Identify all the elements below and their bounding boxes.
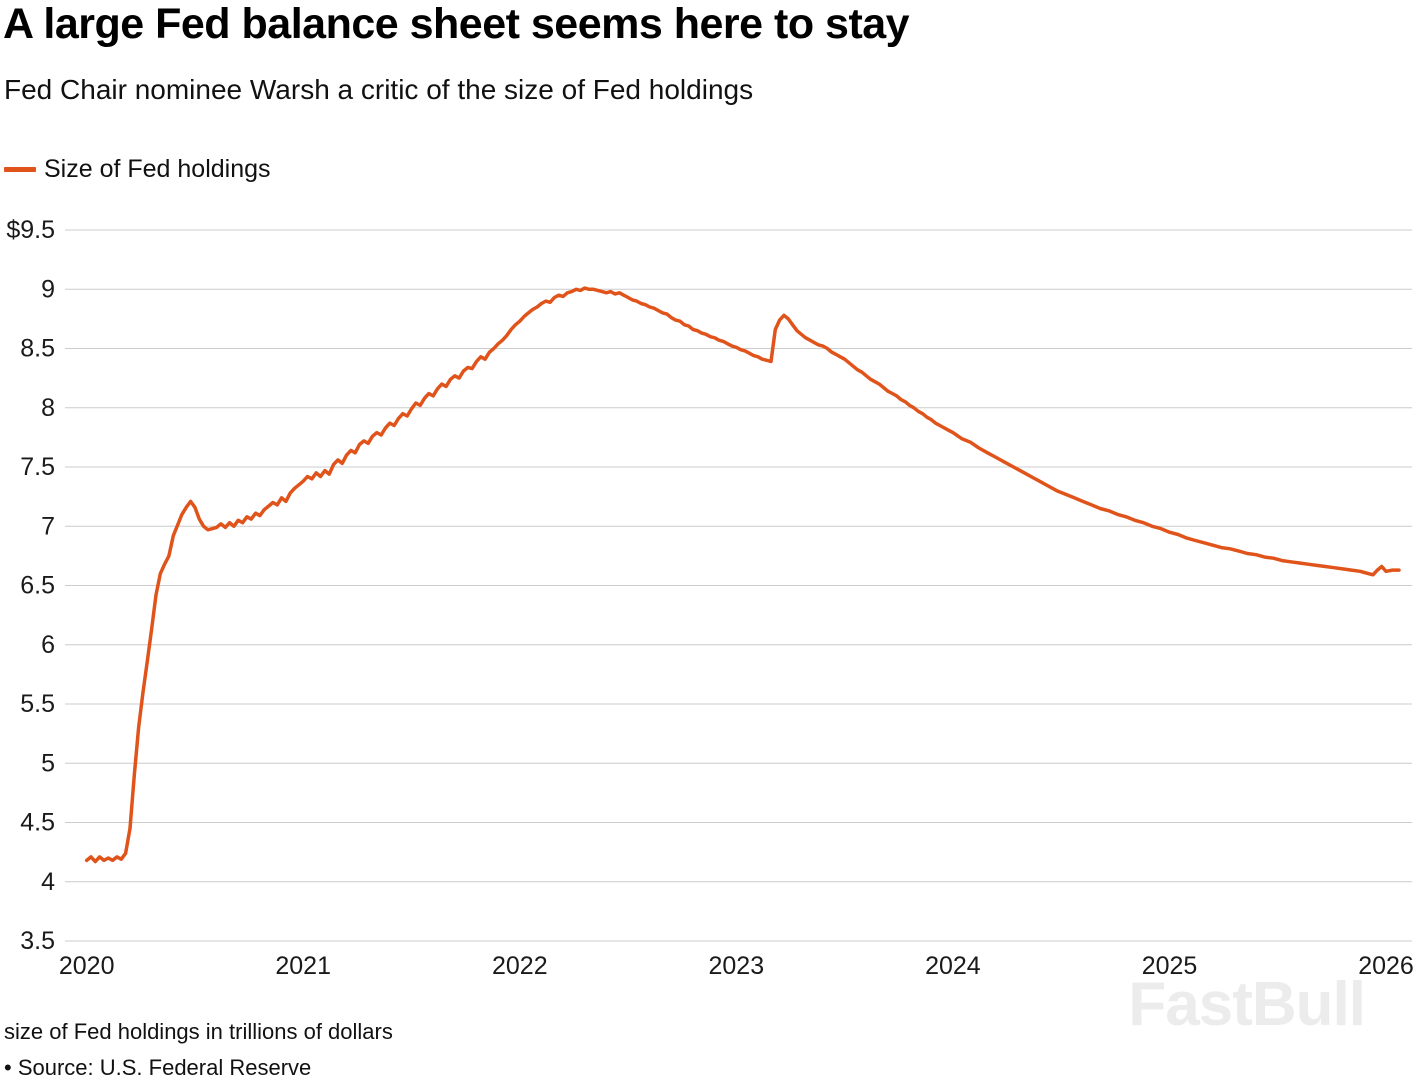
x-tick-label: 2025 bbox=[1142, 952, 1198, 980]
source-note: • Source: U.S. Federal Reserve bbox=[4, 1055, 312, 1080]
legend-label: Size of Fed holdings bbox=[44, 155, 271, 183]
x-tick-label: 2021 bbox=[275, 952, 331, 980]
y-tick-label: 6.5 bbox=[20, 572, 55, 600]
y-tick-label: 5 bbox=[41, 749, 55, 777]
legend-line-swatch bbox=[4, 167, 36, 172]
x-tick-label: 2023 bbox=[708, 952, 764, 980]
y-tick-label: 7 bbox=[41, 512, 55, 540]
fed-holdings-chart: $9.5 9 8.5 8 7.5 7 6.5 6 5.5 5 4.5 4 3.5 2020 2021 2022… bbox=[0, 200, 1420, 1000]
legend: Size of Fed holdings bbox=[4, 155, 271, 184]
x-tick-label: 2024 bbox=[925, 952, 981, 980]
axis-units-note: size of Fed holdings in trillions of dol… bbox=[4, 1019, 393, 1044]
page-title: A large Fed balance sheet seems here to … bbox=[3, 0, 910, 48]
y-tick-label: 8 bbox=[41, 394, 55, 422]
y-tick-label: 4 bbox=[41, 868, 55, 896]
y-tick-label: $9.5 bbox=[6, 216, 55, 244]
y-tick-label: 4.5 bbox=[20, 809, 55, 837]
watermark: FastBull bbox=[1128, 970, 1366, 1039]
y-tick-label: 3.5 bbox=[20, 927, 55, 955]
y-tick-label: 6 bbox=[41, 631, 55, 659]
x-tick-label: 2026 bbox=[1358, 952, 1414, 980]
y-tick-label: 7.5 bbox=[20, 453, 55, 481]
page-subtitle: Fed Chair nominee Warsh a critic of the … bbox=[4, 74, 754, 105]
x-tick-label: 2022 bbox=[492, 952, 548, 980]
x-tick-label: 2020 bbox=[59, 952, 115, 980]
y-tick-label: 5.5 bbox=[20, 690, 55, 718]
series-line-fed-holdings bbox=[84, 286, 1401, 864]
y-tick-label: 8.5 bbox=[20, 335, 55, 363]
y-tick-label: 9 bbox=[41, 275, 55, 303]
